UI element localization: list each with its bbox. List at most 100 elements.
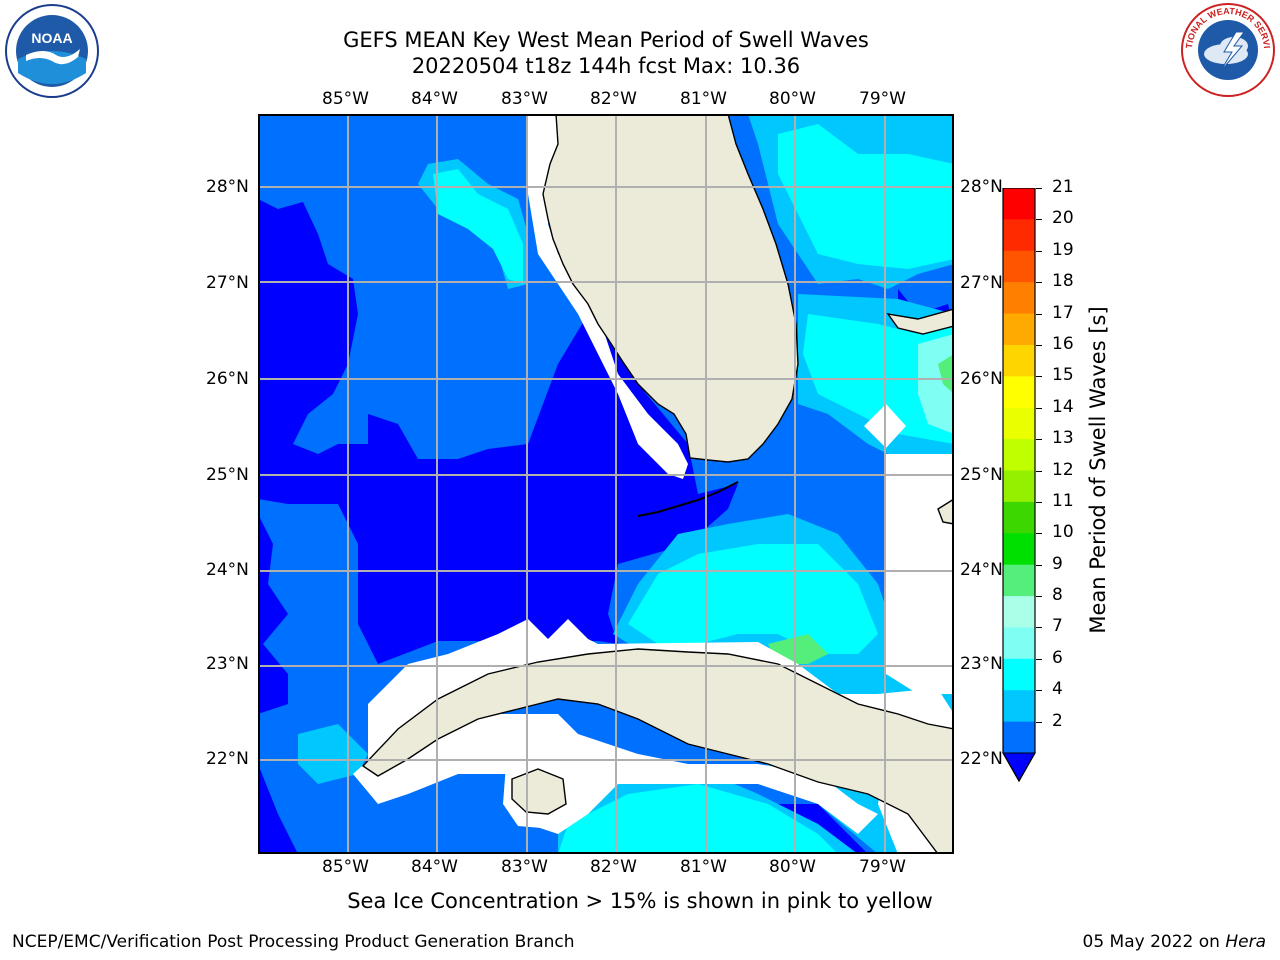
lon-label-top: 81°W bbox=[680, 89, 727, 109]
colorbar-swatch bbox=[1003, 690, 1035, 723]
lon-label-top: 83°W bbox=[501, 89, 548, 109]
lat-label-right: 23°N bbox=[960, 654, 1003, 674]
colorbar-swatch bbox=[1003, 658, 1035, 691]
svg-text:NOAA: NOAA bbox=[31, 30, 72, 46]
colorbar-tick-label: 7 bbox=[1052, 616, 1063, 637]
colorbar-tick-label: 16 bbox=[1052, 333, 1074, 354]
lat-label-left: 24°N bbox=[206, 560, 249, 580]
colorbar-tick-label: 14 bbox=[1052, 396, 1074, 417]
colorbar-tick-mark bbox=[1036, 250, 1042, 252]
graticule bbox=[258, 114, 954, 854]
lon-label-bottom: 81°W bbox=[680, 857, 727, 877]
footer-date: 05 May 2022 on Hera bbox=[1083, 932, 1267, 952]
field-4-6-westcuba bbox=[298, 724, 368, 784]
lon-label-bottom: 84°W bbox=[411, 857, 458, 877]
colorbar-tick-label: 12 bbox=[1052, 459, 1074, 480]
lon-label-bottom: 79°W bbox=[859, 857, 906, 877]
colorbar-swatch bbox=[1003, 533, 1035, 566]
colorbar-tick-mark bbox=[1036, 470, 1042, 472]
lon-label-top: 84°W bbox=[411, 89, 458, 109]
colorbar-swatch bbox=[1003, 627, 1035, 660]
lat-label-right: 28°N bbox=[960, 177, 1003, 197]
bahamas-land bbox=[886, 308, 954, 335]
colorbar-swatch bbox=[1003, 564, 1035, 597]
colorbar-tick-label: 9 bbox=[1052, 553, 1063, 574]
footer-credit: NCEP/EMC/Verification Post Processing Pr… bbox=[12, 932, 575, 952]
florida-land bbox=[542, 114, 799, 463]
colorbar-tick-label: 4 bbox=[1052, 679, 1063, 700]
lat-label-right: 27°N bbox=[960, 273, 1003, 293]
lon-label-top: 85°W bbox=[322, 89, 369, 109]
field-under-2 bbox=[258, 199, 738, 664]
field-6-7 bbox=[433, 169, 523, 284]
lat-label-right: 24°N bbox=[960, 560, 1003, 580]
no-data-east-strip bbox=[886, 454, 954, 694]
colorbar-tick-label: 18 bbox=[1052, 271, 1074, 292]
cuba-land bbox=[361, 648, 954, 854]
nws-logo-icon: NATIONAL WEATHER SERVICE bbox=[1177, 0, 1275, 97]
lat-label-right: 26°N bbox=[960, 369, 1003, 389]
colorbar-tick-label: 20 bbox=[1052, 208, 1074, 229]
lat-label-right: 22°N bbox=[960, 749, 1003, 769]
lon-label-top: 82°W bbox=[590, 89, 637, 109]
colorbar-swatches bbox=[1002, 187, 1036, 783]
colorbar-tick-mark bbox=[1036, 407, 1042, 409]
lon-label-top: 80°W bbox=[769, 89, 816, 109]
colorbar-swatch bbox=[1003, 313, 1035, 346]
colorbar-tick-mark bbox=[1036, 533, 1042, 535]
colorbar-tick-label: 11 bbox=[1052, 490, 1074, 511]
colorbar-swatch bbox=[1003, 407, 1035, 440]
chart-title: GEFS MEAN Key West Mean Period of Swell … bbox=[343, 28, 869, 52]
lon-label-bottom: 83°W bbox=[501, 857, 548, 877]
nws-logo: NATIONAL WEATHER SERVICE bbox=[1177, 0, 1276, 98]
colorbar-tick-label: 10 bbox=[1052, 522, 1074, 543]
lon-label-bottom: 85°W bbox=[322, 857, 369, 877]
lat-label-left: 27°N bbox=[206, 273, 249, 293]
colorbar-tick-label: 6 bbox=[1052, 647, 1063, 668]
field-under-2-west bbox=[258, 514, 288, 714]
colorbar-tick-mark bbox=[1036, 344, 1042, 346]
colorbar-tick-mark bbox=[1036, 596, 1042, 598]
field-6-7-east bbox=[778, 124, 954, 269]
lon-label-bottom: 82°W bbox=[590, 857, 637, 877]
no-data-florida-west bbox=[528, 114, 688, 479]
colorbar-swatch bbox=[1003, 501, 1035, 534]
colorbar-swatch bbox=[1003, 439, 1035, 472]
colorbar-title: Mean Period of Swell Waves [s] bbox=[1086, 306, 1110, 634]
colorbar-tick-label: 13 bbox=[1052, 428, 1074, 449]
map-border bbox=[258, 114, 954, 854]
lat-label-left: 22°N bbox=[206, 749, 249, 769]
no-data-cuba-north bbox=[368, 619, 938, 774]
colorbar-swatch bbox=[1003, 470, 1035, 503]
sea-ice-note: Sea Ice Concentration > 15% is shown in … bbox=[347, 889, 933, 913]
colorbar bbox=[1002, 187, 1036, 783]
lon-label-bottom: 80°W bbox=[769, 857, 816, 877]
colorbar-tick-mark bbox=[1036, 282, 1042, 284]
andros-land bbox=[937, 498, 954, 525]
lat-label-left: 23°N bbox=[206, 654, 249, 674]
colorbar-tick-label: 8 bbox=[1052, 585, 1063, 606]
colorbar-tick-mark bbox=[1036, 690, 1042, 692]
lat-label-left: 28°N bbox=[206, 177, 249, 197]
colorbar-tick-mark bbox=[1036, 188, 1042, 189]
field-7-8 bbox=[918, 334, 954, 434]
colorbar-extend-under bbox=[1002, 752, 1036, 783]
colorbar-tick-mark bbox=[1036, 313, 1042, 315]
noaa-logo: NOAA bbox=[4, 3, 100, 99]
florida-keys bbox=[637, 481, 739, 517]
colorbar-swatch bbox=[1003, 282, 1035, 315]
colorbar-swatch bbox=[1003, 376, 1035, 409]
colorbar-tick-mark bbox=[1036, 627, 1042, 629]
footer-host: Hera bbox=[1225, 932, 1266, 952]
colorbar-tick-label: 15 bbox=[1052, 365, 1074, 386]
colorbar-swatch bbox=[1003, 219, 1035, 252]
colorbar-border bbox=[1002, 187, 1036, 783]
colorbar-tick-mark bbox=[1036, 658, 1042, 660]
colorbar-tick-label: 21 bbox=[1052, 177, 1074, 197]
colorbar-swatch bbox=[1003, 188, 1035, 220]
lat-label-left: 25°N bbox=[206, 465, 249, 485]
colorbar-tick-mark bbox=[1036, 564, 1042, 566]
isla-juventud-land bbox=[511, 768, 567, 815]
chart-subtitle: 20220504 t18z 144h fcst Max: 10.36 bbox=[411, 54, 801, 78]
colorbar-tick-mark bbox=[1036, 439, 1042, 441]
